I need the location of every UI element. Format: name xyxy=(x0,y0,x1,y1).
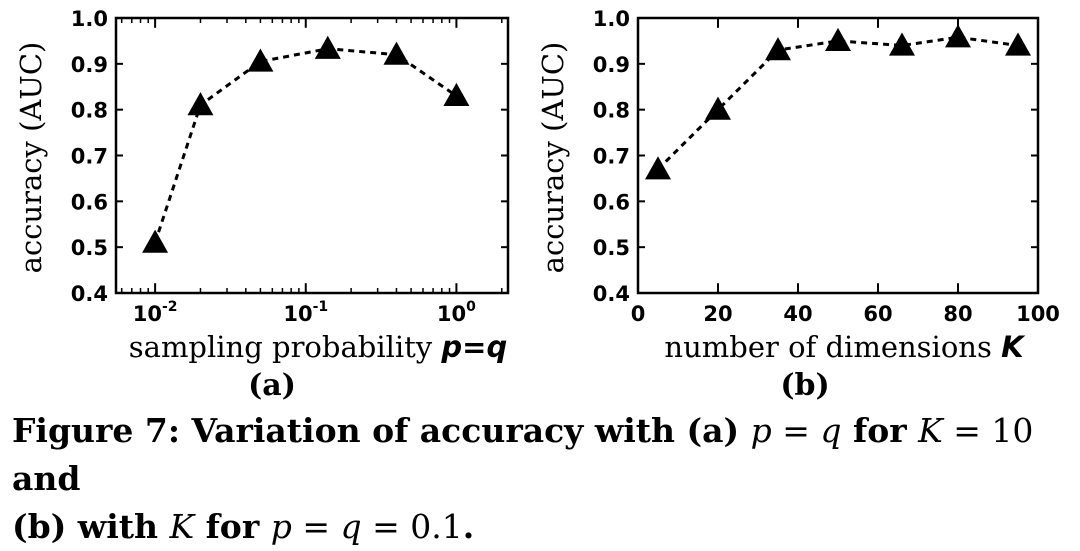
panel-label: (a) xyxy=(248,368,296,403)
y-tick-label: 0.6 xyxy=(593,190,630,214)
plot-frame xyxy=(114,16,510,295)
x-axis-label: number of dimensions K xyxy=(664,330,1026,364)
x-tick-label: 100 xyxy=(437,299,476,326)
data-point xyxy=(142,229,169,253)
y-axis-label: accuracy (AUC) xyxy=(14,42,48,274)
caption-math-var: q xyxy=(340,507,362,546)
caption-math-op: = xyxy=(291,507,341,546)
data-point xyxy=(889,32,915,56)
data-point xyxy=(705,96,731,120)
y-tick-label: 0.8 xyxy=(593,99,630,123)
panel-label: (b) xyxy=(780,368,829,403)
caption-math-op: = 10 xyxy=(942,411,1034,450)
series-line xyxy=(153,47,458,244)
data-point xyxy=(443,82,470,107)
caption-part: Figure 7: Variation of accuracy with (a) xyxy=(12,411,751,450)
y-tick-label: 1.0 xyxy=(593,7,630,31)
x-tick-label: 40 xyxy=(783,302,812,326)
caption-part: for xyxy=(194,507,271,546)
caption-math-var: q xyxy=(820,411,842,450)
chart-panel-b: 0.4 0.5 0.6 0.7 0.8 0.9 1.0 0 20 40 60 80 100 accurac… xyxy=(536,7,1060,403)
caption-math-var: K xyxy=(918,411,943,450)
y-tick-label: 0.7 xyxy=(593,145,630,169)
data-point xyxy=(765,37,791,61)
data-point xyxy=(383,41,410,65)
x-tick-label: 100 xyxy=(1016,302,1060,326)
figure: 0.4 0.5 0.6 0.7 0.8 0.9 1.0 10-2 10-1 100 accuracy… xyxy=(14,7,1060,403)
x-tick-label: 60 xyxy=(863,302,892,326)
x-tick-label: 20 xyxy=(703,302,732,326)
figure-caption: Figure 7: Variation of accuracy with (a)… xyxy=(12,407,1074,551)
caption-math-var: K xyxy=(169,507,195,546)
data-point xyxy=(825,27,851,52)
x-tick-label: 80 xyxy=(943,302,972,326)
y-tick-label: 1.0 xyxy=(71,7,108,31)
data-point xyxy=(187,92,214,116)
data-point xyxy=(945,24,971,48)
y-tick-label: 0.4 xyxy=(71,282,108,306)
caption-math-var: p xyxy=(750,411,772,450)
series-line xyxy=(656,35,1019,171)
y-tick-label: 0.9 xyxy=(593,53,630,77)
caption-math-var: p xyxy=(270,507,292,546)
caption-part: and xyxy=(12,459,81,498)
x-tick-label: 0 xyxy=(631,302,646,326)
x-tick-label: 10-2 xyxy=(133,299,178,326)
x-tick-label: 10-1 xyxy=(283,299,328,326)
caption-part: . xyxy=(462,507,475,546)
y-tick-label: 0.7 xyxy=(71,145,108,169)
y-tick-label: 0.9 xyxy=(71,53,108,77)
y-tick-label: 0.8 xyxy=(71,99,108,123)
x-axis-label: sampling probability p=q xyxy=(129,330,507,364)
data-point xyxy=(247,48,274,72)
data-point xyxy=(314,35,341,59)
y-tick-label: 0.4 xyxy=(593,282,630,306)
y-tick-label: 0.6 xyxy=(71,190,108,214)
y-tick-label: 0.5 xyxy=(593,236,630,260)
caption-math-op: = xyxy=(771,411,821,450)
caption-part: for xyxy=(841,411,919,450)
y-axis-label: accuracy (AUC) xyxy=(536,42,570,274)
caption-part: (b) with xyxy=(12,507,170,546)
plot-frame xyxy=(636,16,1040,295)
data-point xyxy=(645,156,671,180)
data-point xyxy=(1005,32,1031,56)
chart-panel-a: 0.4 0.5 0.6 0.7 0.8 0.9 1.0 10-2 10-1 100 accuracy… xyxy=(14,7,510,403)
y-tick-label: 0.5 xyxy=(71,236,108,260)
caption-math-op: = 0.1 xyxy=(361,507,463,546)
